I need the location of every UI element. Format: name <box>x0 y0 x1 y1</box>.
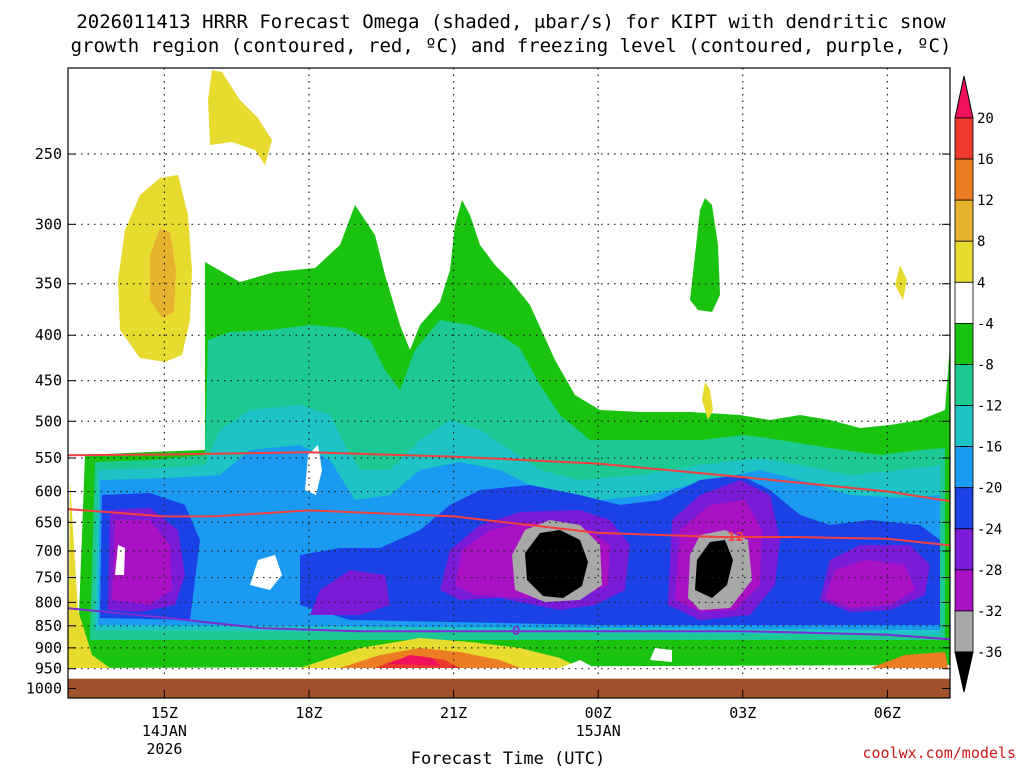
y-tick-label-600: 600 <box>35 483 62 501</box>
colorbar-segment-5 <box>954 322 974 365</box>
omega-region-descent-small-06Z <box>895 265 907 300</box>
colorbar-segment-7 <box>954 405 974 448</box>
contour-line-0 <box>68 451 950 503</box>
colorbar-label-3: 8 <box>977 234 985 250</box>
colorbar-label-8: -16 <box>977 440 1002 456</box>
ground-below-surface <box>68 678 950 698</box>
colorbar-label-2: 12 <box>977 193 994 209</box>
x-tick-label-03Z: 03Z <box>729 704 756 722</box>
colorbar-label-11: -28 <box>977 563 1002 579</box>
x-tick-date-00Z: 15JAN <box>576 722 621 740</box>
colorbar-segment-12 <box>954 610 974 653</box>
colorbar-segment-4 <box>954 281 974 324</box>
colorbar-segment-6 <box>954 364 974 406</box>
x-tick-label-15Z: 15Z <box>151 704 178 722</box>
colorbar-segment-1 <box>954 158 974 201</box>
omega-region-descent-upper-16Z <box>208 70 272 165</box>
source-credit: coolwx.com/models <box>862 744 1016 762</box>
omega-region-descent-near-ground-orange <box>340 648 948 668</box>
colorbar-label-13: -36 <box>977 645 1002 661</box>
colorbar-segment-3 <box>954 240 974 283</box>
colorbar-segment-0 <box>954 117 974 160</box>
x-axis-title: Forecast Time (UTC) <box>411 749 605 768</box>
plot-area: -12 0 <box>68 68 950 698</box>
omega-region-neutral-hole-4 <box>650 648 672 662</box>
colorbar-label-10: -24 <box>977 522 1002 538</box>
colorbar-cap-top <box>954 75 974 119</box>
colorbar-segment-8 <box>954 446 974 489</box>
y-tick-label-1000: 1000 <box>26 679 62 697</box>
colorbar-label-9: -20 <box>977 481 1002 497</box>
y-tick-label-900: 900 <box>35 639 62 657</box>
colorbar-label-0: 20 <box>977 111 994 127</box>
colorbar-label-6: -8 <box>977 357 994 373</box>
gridlines <box>68 68 950 698</box>
contours: -12 0 <box>68 451 950 641</box>
y-tick-label-250: 250 <box>35 145 62 163</box>
y-axis: 250 300 350 400 450 500 550 600 650 700 750 800 850 9… <box>26 145 950 697</box>
y-tick-label-400: 400 <box>35 326 62 344</box>
colorbar-segment-2 <box>954 199 974 242</box>
y-tick-label-550: 550 <box>35 449 62 467</box>
colorbar-legend: 20 16 12 8 4 -4 -8 -12 -16 -20 -24 -28 -32 -36 <box>954 75 1002 693</box>
omega-region-ascent-36 <box>525 530 733 598</box>
colorbar-label-7: -12 <box>977 399 1002 415</box>
colorbar-segment-11 <box>954 569 974 612</box>
x-tick-label-06Z: 06Z <box>874 704 901 722</box>
y-tick-label-950: 950 <box>35 660 62 678</box>
colorbar-segment-10 <box>954 528 974 571</box>
x-tick-label-18Z: 18Z <box>295 704 322 722</box>
colorbar-label-12: -32 <box>977 604 1002 620</box>
y-tick-label-350: 350 <box>35 275 62 293</box>
y-tick-label-450: 450 <box>35 372 62 390</box>
x-tick-label-21Z: 21Z <box>440 704 467 722</box>
x-tick-label-00Z: 00Z <box>585 704 612 722</box>
omega-region-descent-near-ground-pink <box>388 655 440 666</box>
colorbar-cap-bottom <box>954 651 974 693</box>
y-tick-label-850: 850 <box>35 617 62 635</box>
contour-line-2 <box>68 607 950 641</box>
y-tick-label-800: 800 <box>35 593 62 611</box>
x-tick-year-15Z: 2026 <box>146 740 182 758</box>
colorbar-label-4: 4 <box>977 275 985 291</box>
contour-line-1 <box>68 508 950 547</box>
chart-title-line-2: growth region (contoured, red, ºC) and f… <box>71 35 952 57</box>
y-tick-label-700: 700 <box>35 542 62 560</box>
contour-label-2: 0 <box>512 624 520 638</box>
omega-region-descent-core-15Z <box>150 228 176 318</box>
y-tick-label-750: 750 <box>35 569 62 587</box>
chart-title-line-1: 2026011413 HRRR Forecast Omega (shaded, … <box>76 11 946 33</box>
omega-region-isolated-ascent-03Z <box>690 198 720 312</box>
omega-shading <box>68 70 950 690</box>
y-tick-label-500: 500 <box>35 412 62 430</box>
omega-region-neutral-hole-2 <box>250 555 282 590</box>
omega-region-neutral-hole-5 <box>560 660 595 668</box>
omega-region-neutral-hole-1 <box>115 545 125 575</box>
omega-region-descent-near-ground-left <box>68 480 110 690</box>
colorbar-segment-9 <box>954 487 974 530</box>
colorbar-label-1: 16 <box>977 152 994 168</box>
x-tick-date-15Z: 14JAN <box>142 722 187 740</box>
y-tick-label-650: 650 <box>35 513 62 531</box>
plot-frame <box>67 67 951 699</box>
y-tick-label-300: 300 <box>35 215 62 233</box>
omega-region-descent-small-03Z <box>702 382 713 420</box>
colorbar-label-5: -4 <box>977 316 994 332</box>
contour-label-1: -12 <box>722 530 744 544</box>
